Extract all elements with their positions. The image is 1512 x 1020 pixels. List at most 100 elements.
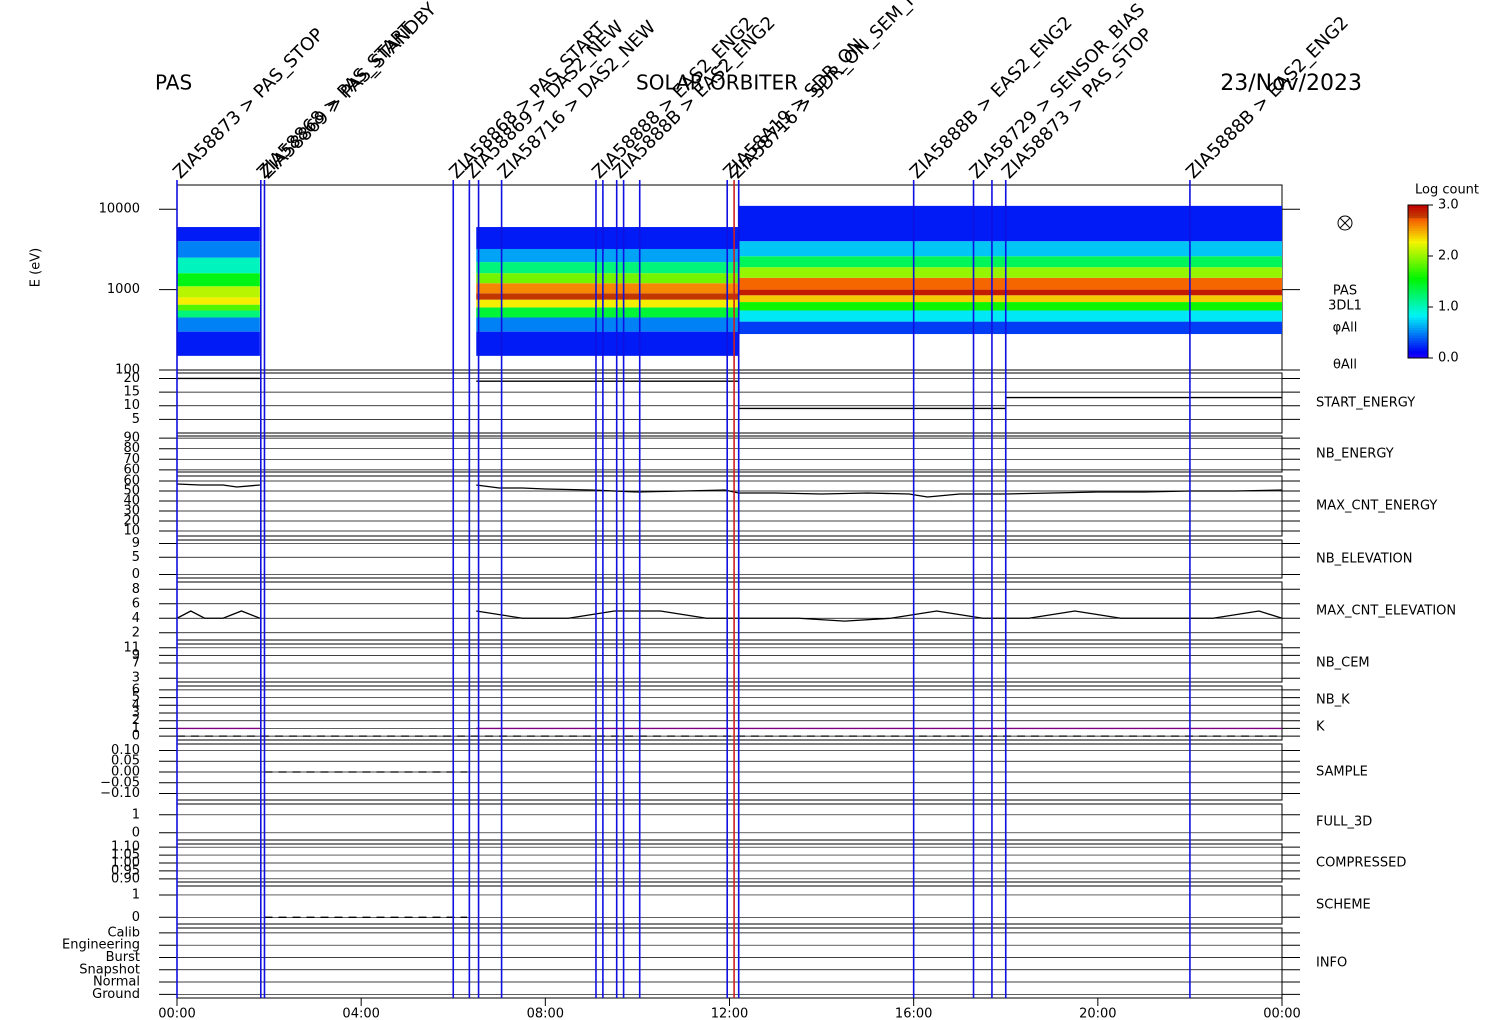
symbol xyxy=(1337,215,1353,231)
event-label: ZIA58869 > PAS_STANDBY xyxy=(257,0,442,183)
y-tick-label: 2 xyxy=(132,713,140,728)
panel-label: MAX_CNT_ELEVATION xyxy=(1316,604,1456,619)
spectrogram-cell xyxy=(476,307,739,318)
spectrogram-cell xyxy=(738,256,1282,268)
spectrogram-cell xyxy=(738,277,1282,290)
y-tick-label: 11 xyxy=(123,640,140,655)
y-tick-label: 4 xyxy=(132,611,140,626)
y-tick-label: −0.05 xyxy=(100,775,140,790)
colorbar-step xyxy=(1408,263,1428,267)
spectrogram-cell xyxy=(177,273,260,287)
colorbar-step xyxy=(1408,286,1428,290)
spectrogram-cell xyxy=(476,283,739,294)
panel-frame xyxy=(176,927,1283,999)
y-tick-label: Calib xyxy=(107,925,140,940)
series-line xyxy=(176,483,1283,498)
spectrogram-cell xyxy=(738,295,1282,303)
spectrogram-cell xyxy=(738,267,1282,278)
colorbar-step xyxy=(1408,309,1428,313)
spectrogram-cell xyxy=(738,321,1282,335)
colorbar-step xyxy=(1408,332,1428,336)
side-label: 3DL1 xyxy=(1328,299,1362,314)
spectrogram-cell xyxy=(476,317,739,332)
y-tick-label: 5 xyxy=(132,550,140,565)
spectrogram-cell xyxy=(476,248,739,263)
y-tick-label: 0 xyxy=(132,729,140,744)
panel-label: MAX_CNT_ENERGY xyxy=(1316,499,1437,514)
event-label: ZIA58873 > PAS_STOP xyxy=(169,24,328,183)
spectrogram-cell xyxy=(738,310,1282,322)
colorbar-step xyxy=(1408,240,1428,244)
colorbar-step xyxy=(1408,291,1428,295)
event-label: ZIA5888B > EAS2_ENG2 xyxy=(1182,12,1353,183)
y-tick-label: 15 xyxy=(123,385,140,400)
y-tick-label: Normal xyxy=(93,975,140,990)
colorbar-frame xyxy=(1407,204,1429,359)
panel-frame xyxy=(176,539,1283,579)
y-tick-label: 1.00 xyxy=(111,856,140,871)
spectrogram-cell xyxy=(738,302,1282,311)
colorbar-step xyxy=(1408,266,1428,270)
panel-label: INFO xyxy=(1316,956,1347,971)
side-label: PAS xyxy=(1333,284,1357,299)
colorbar-step xyxy=(1408,273,1428,277)
colorbar-step xyxy=(1408,281,1428,285)
y-tick-label: 20 xyxy=(123,514,140,529)
y-tick-label: 1 xyxy=(132,807,140,822)
colorbar-step xyxy=(1408,284,1428,288)
colorbar-step xyxy=(1408,335,1428,339)
colorbar-step xyxy=(1408,276,1428,280)
y-tick-label: 60 xyxy=(123,462,140,477)
colorbar-step xyxy=(1408,235,1428,239)
colorbar-tick-label: 1.0 xyxy=(1438,300,1459,315)
spectrogram-cell xyxy=(177,257,260,274)
colorbar-step xyxy=(1408,319,1428,323)
spectrogram-cell xyxy=(738,289,1282,296)
colorbar-title: Log count xyxy=(1415,183,1479,198)
y-tick-label: 10 xyxy=(123,398,140,413)
y-tick-label: 30 xyxy=(123,504,140,519)
x-tick-label: 08:00 xyxy=(527,1007,564,1020)
colorbar-step xyxy=(1408,324,1428,328)
colorbar-step xyxy=(1408,289,1428,293)
y-tick-label: 0.90 xyxy=(111,871,140,886)
colorbar-step xyxy=(1408,230,1428,234)
panel-frame xyxy=(176,475,1283,537)
colorbar-step xyxy=(1408,350,1428,354)
spectrogram-cell xyxy=(177,286,260,298)
colorbar-step xyxy=(1408,294,1428,298)
colorbar-step xyxy=(1408,220,1428,224)
panel-frame xyxy=(176,803,1283,841)
y-tick-label: 1 xyxy=(132,887,140,902)
colorbar-step xyxy=(1408,212,1428,216)
spectrogram-cell xyxy=(738,241,1282,257)
y-tick-label: 0.10 xyxy=(111,743,140,758)
spectrogram-cell xyxy=(476,299,739,308)
spectrogram-cell xyxy=(738,205,1282,242)
colorbar-step xyxy=(1408,233,1428,237)
panel-label: K xyxy=(1316,720,1325,735)
y-tick-label: 9 xyxy=(132,536,140,551)
event-label: ZIA58873 > PAS_STOP xyxy=(998,24,1157,183)
colorbar-step xyxy=(1408,253,1428,257)
colorbar-tick-label: 2.0 xyxy=(1438,249,1459,264)
colorbar-step xyxy=(1408,215,1428,219)
chart-title: SOLAR ORBITER xyxy=(636,71,798,95)
y-tick-label: −0.10 xyxy=(100,786,140,801)
y-tick-label: 3 xyxy=(132,671,140,686)
colorbar-step xyxy=(1408,271,1428,275)
spectrogram-cell xyxy=(177,227,260,242)
series-line xyxy=(177,377,1282,410)
colorbar-step xyxy=(1408,342,1428,346)
y-tick-label: 3 xyxy=(132,706,140,721)
y-tick-label: 0.00 xyxy=(111,765,140,780)
x-tick-label: 04:00 xyxy=(342,1007,379,1020)
y-tick-label: Ground xyxy=(92,987,140,1002)
panel-frame xyxy=(176,581,1283,641)
colorbar-step xyxy=(1408,299,1428,303)
colorbar-step xyxy=(1408,222,1428,226)
colorbar-step xyxy=(1408,304,1428,308)
y-tick-label: 80 xyxy=(123,441,140,456)
panel-label: NB_ELEVATION xyxy=(1316,552,1413,567)
